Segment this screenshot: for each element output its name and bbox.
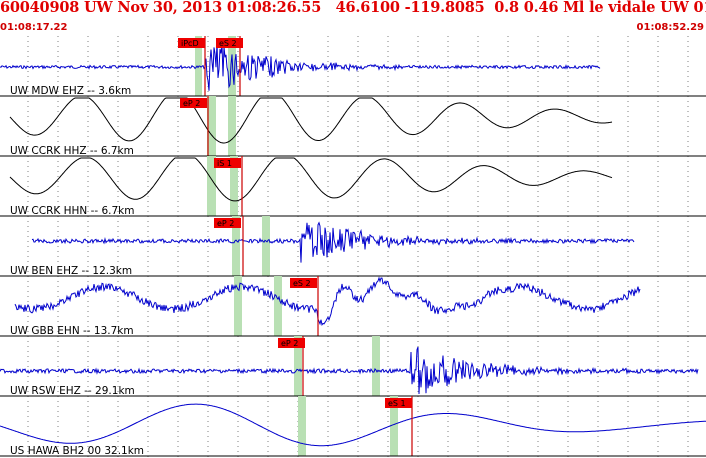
pick-label: eS 2	[219, 39, 237, 48]
seismogram-panel[interactable]: iPcD eS 2 UW MDW EHZ -- 3.6km eP 2 UW CCRK H…	[0, 36, 706, 458]
trace-label: UW BEN EHZ -- 12.3km	[10, 265, 132, 277]
phase-pick[interactable]: eS 1	[385, 396, 413, 456]
pick-flag	[385, 398, 412, 408]
start-time-label: 01:08:17.22	[0, 22, 68, 33]
phase-pick[interactable]: eP 2	[180, 96, 209, 156]
pick-label: iS 1	[217, 159, 232, 168]
waveform-trace	[0, 42, 601, 91]
analysis-window	[207, 156, 216, 216]
trace-label: UW RSW EHZ -- 29.1km	[10, 385, 135, 397]
waveform-trace	[0, 403, 706, 447]
trace-panel: eP 2 UW RSW EHZ -- 29.1km	[0, 336, 706, 397]
waveform-trace	[0, 346, 699, 395]
event-header: 60040908 UW Nov 30, 2013 01:08:26.55 46.…	[0, 0, 706, 36]
trace-label: UW CCRK HHZ -- 6.7km	[10, 145, 134, 157]
pick-label: eP 2	[217, 219, 234, 228]
analysis-window	[228, 96, 236, 156]
waveform-trace	[14, 276, 641, 326]
analysis-window	[390, 396, 398, 456]
phase-pick[interactable]: iS 1	[214, 156, 243, 216]
pick-label: eP 2	[183, 99, 200, 108]
trace-panel: eP 2 UW CCRK HHZ -- 6.7km	[0, 96, 706, 157]
trace-panel: eP 2 UW BEN EHZ -- 12.3km	[0, 216, 706, 277]
analysis-window	[207, 96, 216, 156]
trace-label: US HAWA BH2 00 32.1km	[10, 445, 144, 457]
phase-pick[interactable]: eS 2	[290, 276, 319, 336]
trace-label: UW MDW EHZ -- 3.6km	[10, 85, 131, 97]
pick-label: iPcD	[181, 39, 199, 48]
phase-pick[interactable]: iPcD	[178, 36, 206, 96]
phase-pick[interactable]: eP 2	[214, 216, 244, 276]
analysis-window	[294, 336, 302, 396]
phase-pick[interactable]: eP 2	[278, 336, 305, 396]
analysis-window	[228, 36, 236, 96]
analysis-window	[298, 396, 306, 456]
analysis-window	[372, 336, 380, 396]
analysis-window	[234, 276, 242, 336]
pick-label: eP 2	[281, 339, 298, 348]
analysis-window	[274, 276, 282, 336]
pick-flag	[180, 98, 207, 108]
waveform-trace	[9, 157, 613, 202]
trace-panel: iS 1 UW CCRK HHN -- 6.7km	[0, 156, 706, 217]
pick-flag	[216, 38, 243, 48]
waveform-trace	[9, 97, 613, 144]
trace-label: UW GBB EHN -- 13.7km	[10, 325, 134, 337]
trace-panel: iPcD eS 2 UW MDW EHZ -- 3.6km	[0, 36, 706, 97]
pick-flag	[278, 338, 305, 348]
pick-label: eS 2	[293, 279, 311, 288]
pick-flag	[178, 38, 205, 48]
pick-flag	[214, 218, 241, 228]
pick-flag	[214, 158, 241, 168]
trace-panel: eS 2 UW GBB EHN -- 13.7km	[0, 276, 706, 337]
phase-pick[interactable]: eS 2	[216, 36, 243, 96]
waveform-trace	[31, 221, 635, 263]
trace-panels: iPcD eS 2 UW MDW EHZ -- 3.6km eP 2 UW CCRK H…	[0, 36, 706, 457]
trace-label: UW CCRK HHN -- 6.7km	[10, 205, 135, 217]
analysis-window	[232, 216, 240, 276]
event-title: 60040908 UW Nov 30, 2013 01:08:26.55 46.…	[0, 0, 706, 16]
pick-label: eS 1	[388, 399, 406, 408]
end-time-label: 01:08:52.29	[636, 22, 704, 33]
analysis-window	[230, 156, 238, 216]
trace-panel: eS 1 US HAWA BH2 00 32.1km	[0, 396, 706, 457]
analysis-window	[262, 216, 270, 276]
pick-flag	[290, 278, 317, 288]
